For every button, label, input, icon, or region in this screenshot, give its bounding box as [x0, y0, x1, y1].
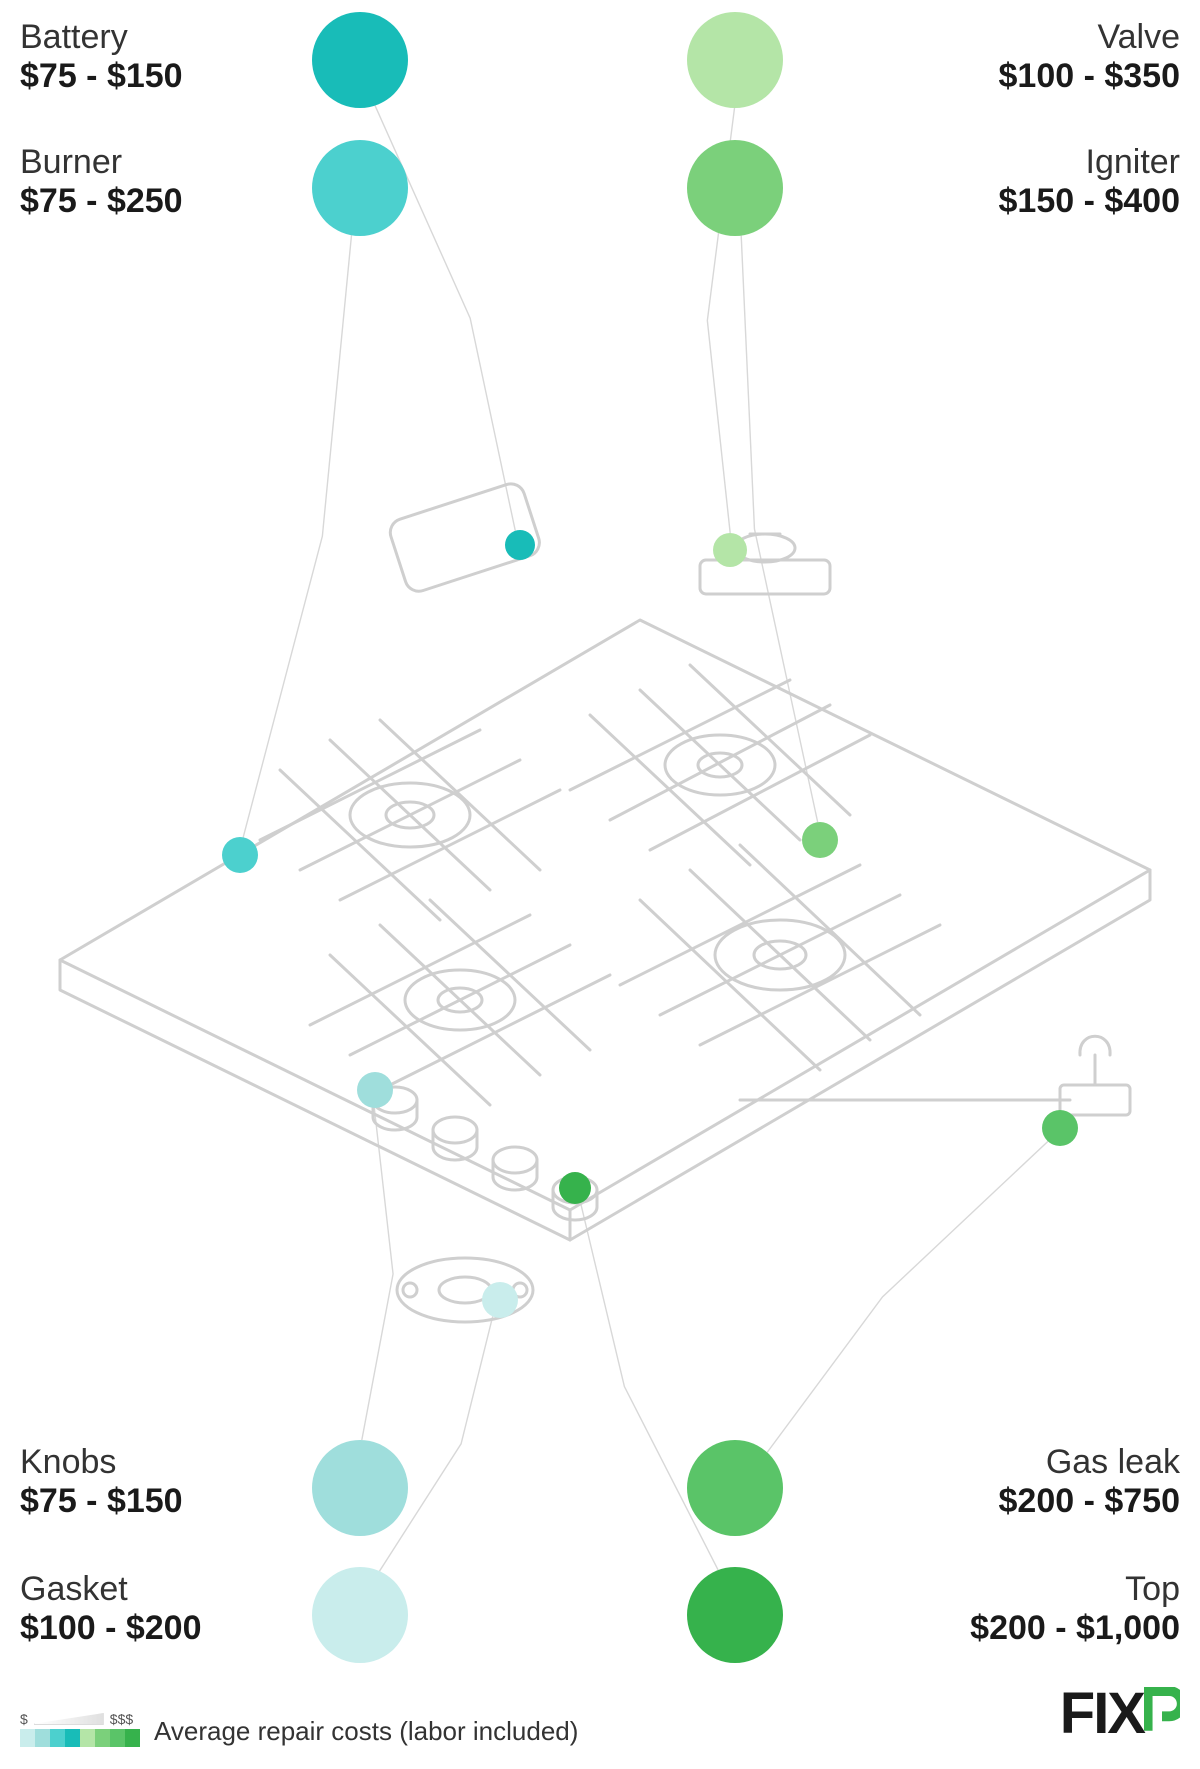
- burner-name: Burner: [20, 143, 183, 182]
- knobs-bubble: [312, 1440, 408, 1536]
- swatch: [125, 1729, 140, 1747]
- gasleak-name: Gas leak: [999, 1443, 1181, 1482]
- swatch: [95, 1729, 110, 1747]
- top-name: Top: [970, 1570, 1180, 1609]
- gasket-connector: [379, 1316, 492, 1571]
- gasket-label: Gasket$100 - $200: [20, 1570, 202, 1648]
- footer: $ $$$ Average repair costs (labor includ…: [20, 1680, 1180, 1747]
- swatch: [65, 1729, 80, 1747]
- gasket-price: $100 - $200: [20, 1609, 202, 1648]
- burner-price: $75 - $250: [20, 182, 183, 221]
- battery-price: $75 - $150: [20, 57, 183, 96]
- igniter-bubble: [687, 140, 783, 236]
- color-scale: [20, 1729, 140, 1747]
- igniter-dot: [802, 822, 838, 858]
- valve-name: Valve: [999, 18, 1181, 57]
- burner-label: Burner$75 - $250: [20, 143, 183, 221]
- knobs-price: $75 - $150: [20, 1482, 183, 1521]
- gasleak-connector: [767, 1141, 1048, 1452]
- burner-dot: [222, 837, 258, 873]
- swatch: [110, 1729, 125, 1747]
- igniter-name: Igniter: [999, 143, 1181, 182]
- gasleak-dot: [1042, 1110, 1078, 1146]
- gasket-bubble: [312, 1567, 408, 1663]
- legend: $ $$$ Average repair costs (labor includ…: [20, 1711, 578, 1747]
- valve-dot: [713, 533, 747, 567]
- igniter-connector: [741, 236, 817, 823]
- fixr-logo: FIX: [1060, 1680, 1180, 1747]
- burner-bubble: [312, 140, 408, 236]
- top-label: Top$200 - $1,000: [970, 1570, 1180, 1648]
- gasleak-bubble: [687, 1440, 783, 1536]
- burner-connector: [243, 235, 351, 837]
- igniter-label: Igniter$150 - $400: [999, 143, 1181, 221]
- cost-high-symbol: $$$: [110, 1711, 133, 1727]
- swatch: [50, 1729, 65, 1747]
- legend-caption: Average repair costs (labor included): [154, 1716, 578, 1747]
- gasleak-label: Gas leak$200 - $750: [999, 1443, 1181, 1521]
- valve-price: $100 - $350: [999, 57, 1181, 96]
- gasket-dot: [482, 1282, 518, 1318]
- knobs-label: Knobs$75 - $150: [20, 1443, 183, 1521]
- logo-text: FIX: [1060, 1680, 1144, 1747]
- battery-label: Battery$75 - $150: [20, 18, 183, 96]
- valve-label: Valve$100 - $350: [999, 18, 1181, 96]
- igniter-price: $150 - $400: [999, 182, 1181, 221]
- knobs-name: Knobs: [20, 1443, 183, 1482]
- gasket-name: Gasket: [20, 1570, 202, 1609]
- swatch: [20, 1729, 35, 1747]
- top-bubble: [687, 1567, 783, 1663]
- cost-low-symbol: $: [20, 1711, 28, 1727]
- swatch: [35, 1729, 50, 1747]
- knobs-connector: [362, 1108, 393, 1440]
- valve-bubble: [687, 12, 783, 108]
- knobs-dot: [357, 1072, 393, 1108]
- cost-axis: $ $$$: [20, 1711, 133, 1727]
- cost-wedge-icon: [34, 1713, 104, 1725]
- battery-dot: [505, 530, 535, 560]
- battery-name: Battery: [20, 18, 183, 57]
- top-dot: [559, 1172, 591, 1204]
- gasleak-price: $200 - $750: [999, 1482, 1181, 1521]
- swatch: [80, 1729, 95, 1747]
- top-price: $200 - $1,000: [970, 1609, 1180, 1648]
- battery-bubble: [312, 12, 408, 108]
